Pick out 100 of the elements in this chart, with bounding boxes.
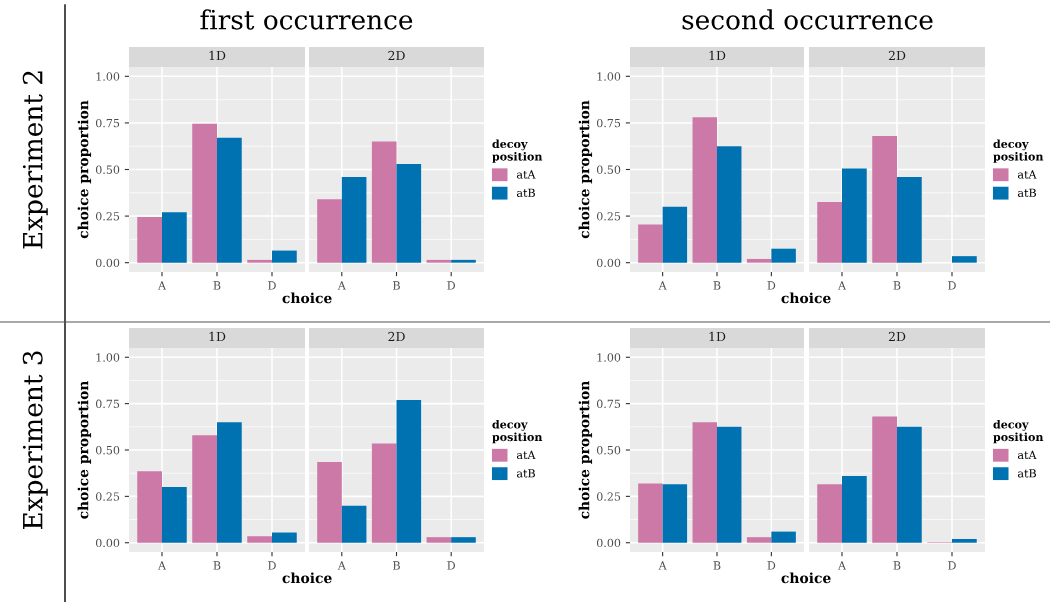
bar <box>771 248 796 263</box>
y-tick-label: 0.25 <box>596 492 621 501</box>
x-tick-label: D <box>447 281 455 290</box>
legend-label: atA <box>1017 450 1037 460</box>
legend-label: atB <box>516 188 535 197</box>
text: second occurrence <box>682 9 933 30</box>
bar <box>192 123 217 263</box>
x-tick-label: A <box>337 561 346 570</box>
bar <box>341 505 367 543</box>
x-tick-label: B <box>393 281 400 290</box>
bar <box>192 435 217 543</box>
y-tick-label: 0.00 <box>95 538 120 548</box>
x-tick-label: D <box>948 281 956 290</box>
x-tick-label: D <box>767 281 776 290</box>
y-tick-label: 1.00 <box>96 72 120 81</box>
x-tick-label: D <box>268 561 276 570</box>
y-tick-label: 0.50 <box>95 445 120 455</box>
x-tick-label: A <box>658 561 667 570</box>
x-tick-label: A <box>337 281 346 290</box>
bar <box>426 259 452 263</box>
y-tick-label: 0.50 <box>95 165 120 174</box>
bar <box>317 462 342 543</box>
x-tick-label: B <box>893 561 901 570</box>
x-axis-title: choice <box>781 292 831 304</box>
bar <box>692 422 717 543</box>
bar <box>137 471 162 543</box>
legend-label: atB <box>1017 188 1036 197</box>
chart-title: 1D <box>709 331 726 342</box>
y-tick-label: 0.75 <box>95 399 120 409</box>
y-tick-label: 0.75 <box>596 399 621 409</box>
chart-title: 2D <box>888 331 906 342</box>
y-tick-label: 0.75 <box>95 118 120 128</box>
y-tick-label: 1.00 <box>597 353 621 362</box>
y-axis-title: choice proportion <box>77 100 92 239</box>
bar <box>746 537 772 543</box>
x-tick-label: B <box>393 561 400 570</box>
bar <box>692 117 717 263</box>
bar <box>872 135 897 263</box>
x-axis-title: choice <box>781 572 831 584</box>
bar <box>272 532 297 543</box>
bar <box>371 443 397 543</box>
bar <box>897 426 922 543</box>
bar <box>897 176 922 263</box>
legend-title: decoy position <box>492 139 543 163</box>
y-tick-label: 0.75 <box>596 118 621 128</box>
x-tick-label: D <box>767 561 776 570</box>
bar <box>771 531 796 543</box>
legend-label: atB <box>1017 469 1036 478</box>
x-tick-label: A <box>837 281 847 290</box>
chart-title: 2D <box>888 50 906 61</box>
y-tick-label: 1.00 <box>597 72 621 81</box>
bar <box>746 258 772 263</box>
bar <box>817 484 842 543</box>
legend-title: decoy position <box>993 139 1044 163</box>
x-tick-label: A <box>157 281 167 290</box>
x-tick-label: A <box>837 561 847 570</box>
chart-title: 2D <box>388 50 405 61</box>
x-tick-label: B <box>213 281 221 290</box>
y-tick-label: 0.00 <box>596 538 621 548</box>
text: first occurrence <box>200 9 413 30</box>
chart-title: 1D <box>209 50 226 61</box>
chart-title: 2D <box>388 331 405 342</box>
x-tick-label: B <box>893 281 901 290</box>
bar <box>952 539 977 543</box>
x-axis-title: choice <box>282 572 332 584</box>
bar <box>872 416 897 543</box>
bar <box>451 537 476 543</box>
bar <box>247 536 272 543</box>
x-tick-label: D <box>268 281 276 290</box>
x-tick-label: D <box>447 561 455 570</box>
bar <box>272 250 297 263</box>
y-tick-label: 0.50 <box>596 165 621 174</box>
bar <box>717 426 742 543</box>
legend-label: atA <box>516 170 536 179</box>
legend-label: atA <box>516 450 536 460</box>
bar <box>217 422 242 543</box>
legend-label: atB <box>516 469 535 478</box>
legend-title: decoy position <box>993 419 1044 444</box>
bar <box>662 206 688 263</box>
bar <box>341 176 367 263</box>
y-axis-title: choice proportion <box>578 380 593 519</box>
legend-title: decoy position <box>492 419 543 444</box>
bar <box>952 256 977 263</box>
bar <box>842 168 867 263</box>
bar <box>371 141 397 263</box>
bar <box>217 137 242 263</box>
bar <box>247 259 272 263</box>
bar <box>717 146 742 263</box>
y-axis-title: choice proportion <box>77 380 92 519</box>
x-tick-label: B <box>713 281 721 290</box>
y-tick-label: 1.00 <box>96 353 120 362</box>
legend-label: atA <box>1017 170 1037 179</box>
chart-title: 1D <box>709 50 726 61</box>
bar <box>317 199 342 263</box>
bar <box>662 484 688 543</box>
y-tick-label: 0.25 <box>596 212 621 221</box>
bar <box>396 399 422 543</box>
x-tick-label: A <box>658 281 667 290</box>
x-axis-title: choice <box>282 292 332 304</box>
y-tick-label: 0.25 <box>95 492 120 501</box>
